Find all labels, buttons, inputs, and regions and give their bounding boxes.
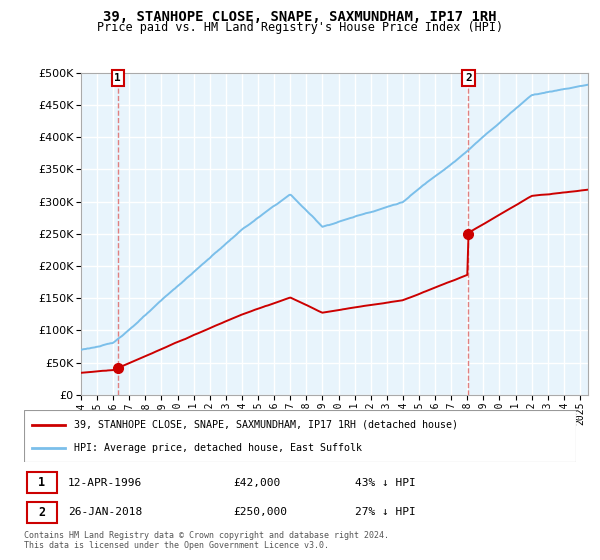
Text: Contains HM Land Registry data © Crown copyright and database right 2024.
This d: Contains HM Land Registry data © Crown c… [24,531,389,550]
Text: 39, STANHOPE CLOSE, SNAPE, SAXMUNDHAM, IP17 1RH (detached house): 39, STANHOPE CLOSE, SNAPE, SAXMUNDHAM, I… [74,420,458,430]
Text: Price paid vs. HM Land Registry's House Price Index (HPI): Price paid vs. HM Land Registry's House … [97,21,503,34]
Text: 1: 1 [115,73,121,83]
Text: 2: 2 [465,73,472,83]
Text: 2: 2 [38,506,45,519]
Text: £42,000: £42,000 [234,478,281,488]
Text: 1: 1 [38,477,45,489]
FancyBboxPatch shape [27,502,57,523]
Text: HPI: Average price, detached house, East Suffolk: HPI: Average price, detached house, East… [74,442,362,452]
Text: 12-APR-1996: 12-APR-1996 [68,478,142,488]
FancyBboxPatch shape [27,472,57,493]
FancyBboxPatch shape [24,410,576,462]
Text: 27% ↓ HPI: 27% ↓ HPI [355,507,416,517]
Text: £250,000: £250,000 [234,507,288,517]
Text: 39, STANHOPE CLOSE, SNAPE, SAXMUNDHAM, IP17 1RH: 39, STANHOPE CLOSE, SNAPE, SAXMUNDHAM, I… [103,10,497,24]
Text: 26-JAN-2018: 26-JAN-2018 [68,507,142,517]
Text: 43% ↓ HPI: 43% ↓ HPI [355,478,416,488]
